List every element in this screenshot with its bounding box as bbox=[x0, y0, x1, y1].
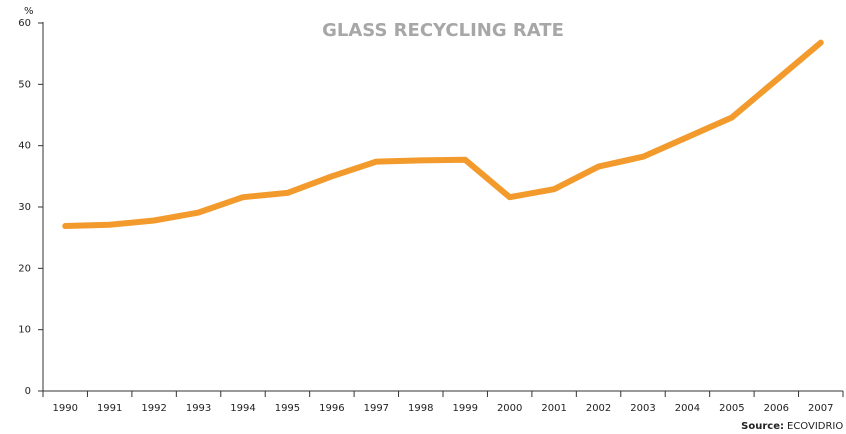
x-tick-label: 2002 bbox=[586, 403, 611, 414]
x-tick-label: 2006 bbox=[764, 403, 789, 414]
source: ECOVIDRIO bbox=[787, 421, 843, 432]
source-label: Source: bbox=[741, 421, 784, 432]
x-tick-label: 2004 bbox=[675, 403, 700, 414]
x-tick-label: 1995 bbox=[275, 403, 300, 414]
x-tick-label: 1998 bbox=[408, 403, 433, 414]
y-tick-label: 20 bbox=[18, 263, 31, 274]
y-tick-label: 60 bbox=[18, 18, 31, 29]
x-tick-label: 1996 bbox=[319, 403, 344, 414]
x-tick-label: 2001 bbox=[541, 403, 566, 414]
x-tick-label: 2000 bbox=[497, 403, 522, 414]
y-tick-label: 50 bbox=[18, 79, 31, 90]
x-tick-label: 1992 bbox=[141, 403, 166, 414]
x-tick-label: 1994 bbox=[230, 403, 255, 414]
x-tick-label: 2007 bbox=[808, 403, 833, 414]
y-tick-label: 30 bbox=[18, 202, 31, 213]
data-line bbox=[62, 39, 824, 230]
y-tick-label: 40 bbox=[18, 141, 31, 152]
x-tick-label: 2005 bbox=[719, 403, 744, 414]
x-tick-label: 1993 bbox=[186, 403, 211, 414]
y-tick-label: 10 bbox=[18, 325, 31, 336]
y-tick-label: 0 bbox=[25, 386, 31, 397]
x-tick-label: 2003 bbox=[630, 403, 655, 414]
x-tick-label: 1999 bbox=[452, 403, 477, 414]
x-tick-label: 1990 bbox=[52, 403, 77, 414]
x-tick-label: 1991 bbox=[97, 403, 122, 414]
y-unit: % bbox=[24, 6, 34, 17]
x-tick-label: 1997 bbox=[364, 403, 389, 414]
chart-title: GLASS RECYCLING RATE bbox=[322, 20, 564, 41]
